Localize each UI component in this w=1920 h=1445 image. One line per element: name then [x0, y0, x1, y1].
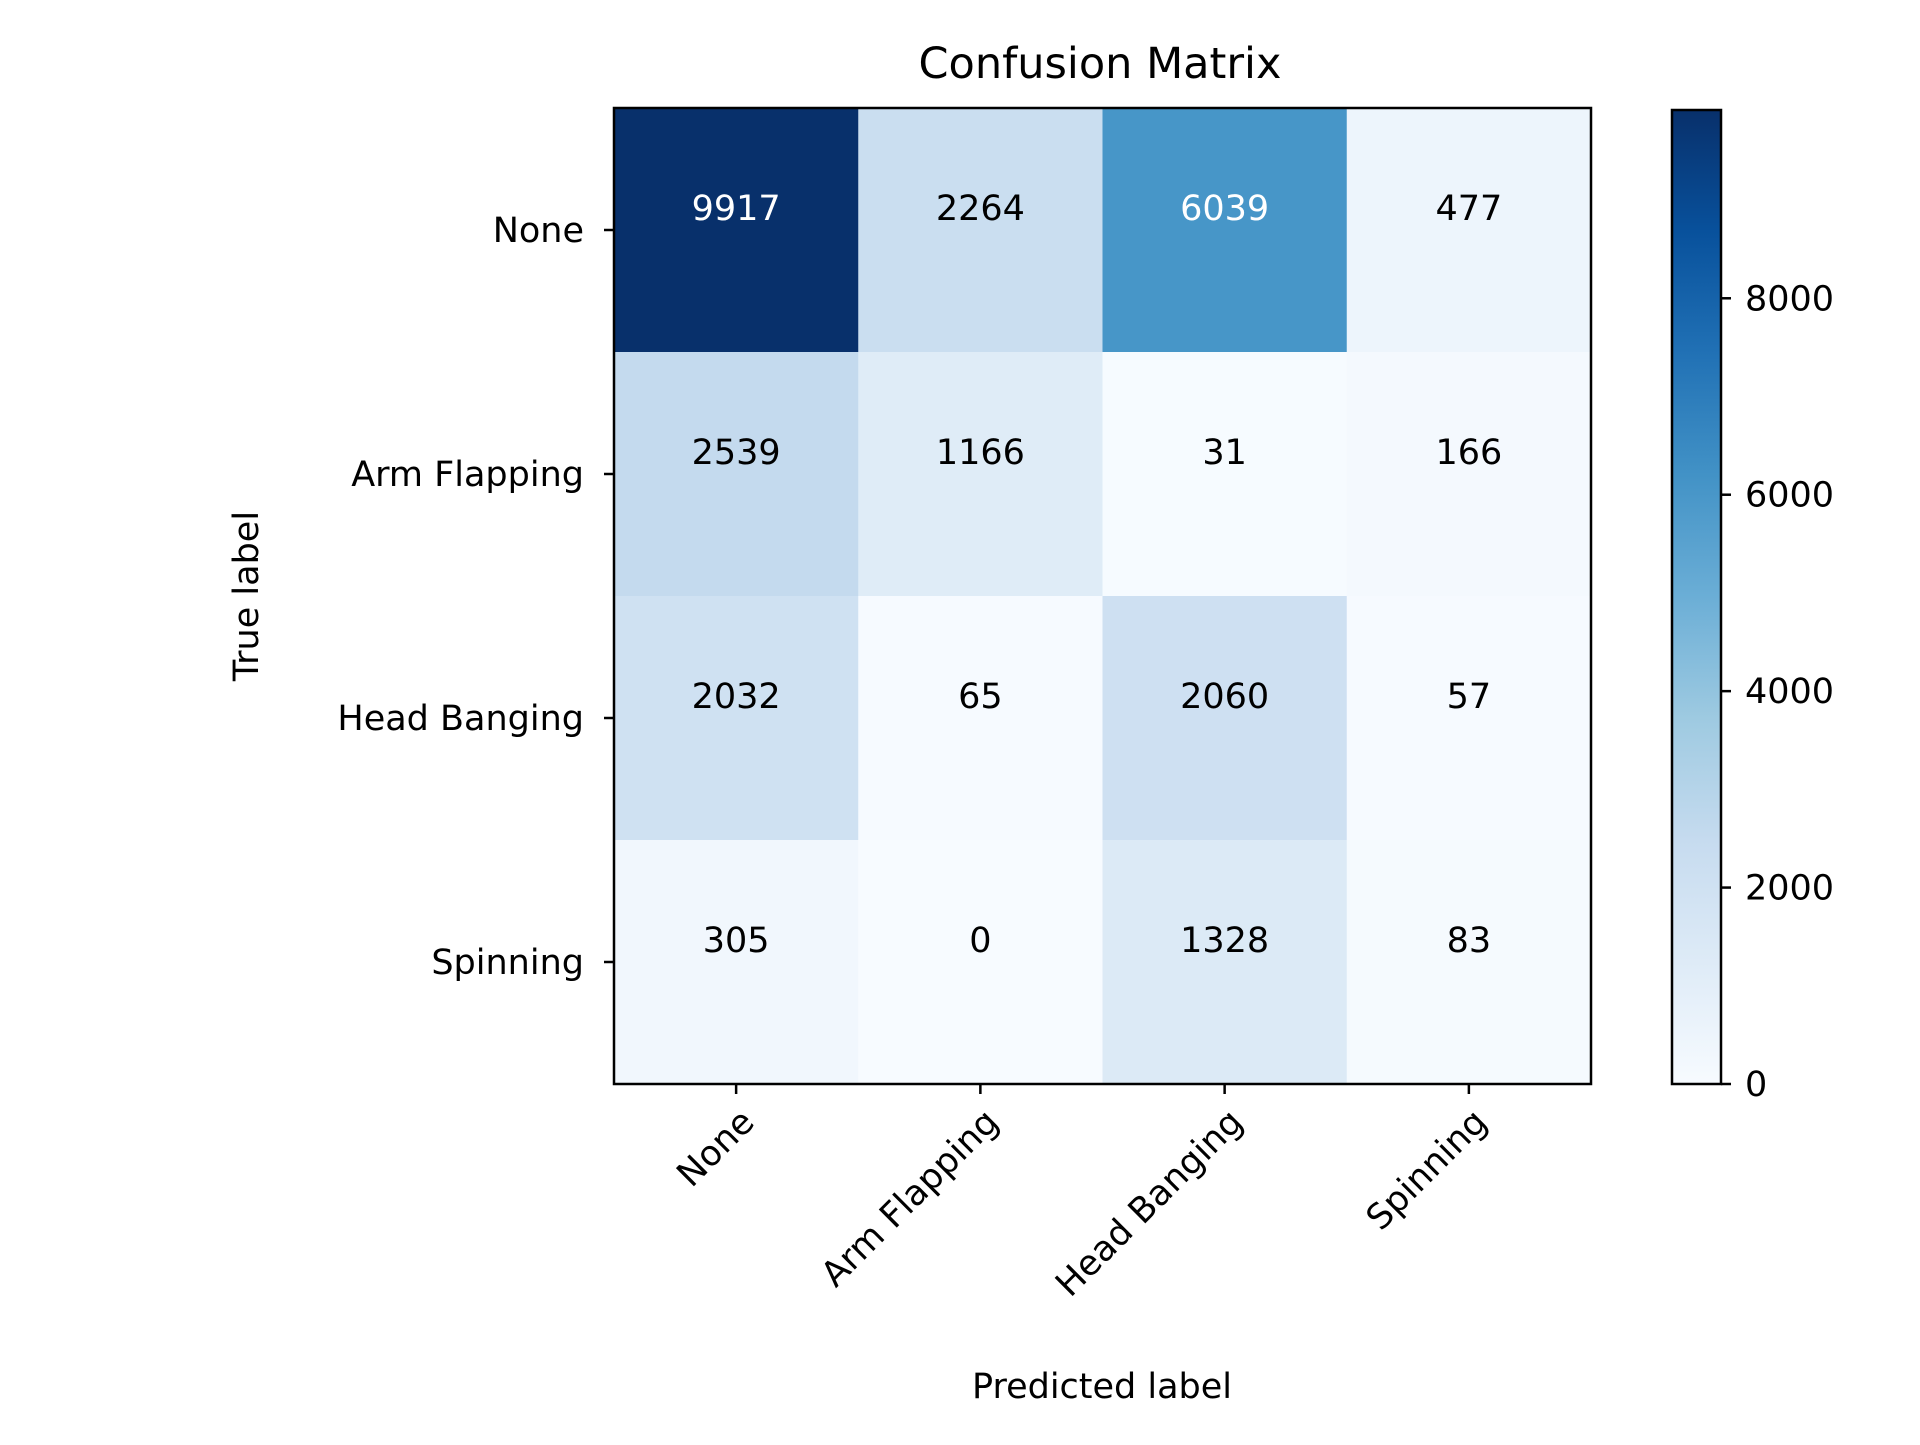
y-axis-label: True label [227, 511, 267, 682]
heatmap-cell [614, 352, 859, 597]
colorbar-tick-label: 2000 [1745, 869, 1834, 909]
cell-value-label: 0 [969, 921, 991, 961]
heatmap-cell [1102, 840, 1348, 1085]
cell-value-label: 305 [703, 921, 770, 961]
colorbar-tick-label: 0 [1745, 1065, 1767, 1105]
heatmap-cell [858, 596, 1103, 841]
colorbar-tick-label: 6000 [1745, 476, 1834, 516]
cell-value-label: 57 [1447, 677, 1492, 717]
y-tick-label: Spinning [431, 943, 584, 983]
heatmap-cell [1102, 108, 1348, 353]
heatmap-cell [1102, 596, 1348, 841]
cell-value-label: 1328 [1180, 921, 1269, 961]
cell-value-label: 65 [958, 677, 1003, 717]
heatmap-cell [858, 108, 1103, 353]
cell-value-label: 477 [1435, 189, 1502, 229]
cell-value-label: 83 [1447, 921, 1492, 961]
cell-value-label: 9917 [692, 189, 781, 229]
heatmap-cells [614, 108, 1592, 1085]
chart-title: Confusion Matrix [919, 39, 1282, 89]
x-axis-label: Predicted label [972, 1367, 1232, 1407]
x-tick-label: Head Banging [1048, 1102, 1251, 1305]
cell-value-label: 6039 [1180, 189, 1269, 229]
x-axis-ticks: None Arm Flapping Head Banging Spinning [670, 1084, 1495, 1305]
heatmap-cell [858, 840, 1103, 1085]
colorbar-tick-label: 4000 [1745, 672, 1834, 712]
x-tick-label: Spinning [1359, 1102, 1495, 1238]
heatmap-cell [1346, 840, 1592, 1085]
cell-value-label: 2539 [692, 433, 781, 473]
y-tick-label: None [493, 211, 584, 251]
x-tick-label: None [670, 1102, 763, 1195]
heatmap-cell [1346, 596, 1592, 841]
cell-value-label: 1166 [936, 433, 1025, 473]
heatmap-cell [614, 840, 859, 1085]
cell-value-labels: 9917 2264 6039 477 2539 1166 31 166 2032 65 2060 57… [692, 189, 1503, 961]
cell-value-label: 31 [1202, 433, 1247, 473]
colorbar-ticks: 0 2000 4000 6000 8000 [1721, 279, 1834, 1105]
cell-value-label: 2060 [1180, 677, 1269, 717]
heatmap-cell [1346, 108, 1592, 353]
cell-value-label: 166 [1435, 433, 1502, 473]
plot-frame [612, 106, 1593, 1086]
heatmap-cell [1102, 352, 1348, 597]
y-axis-ticks: None Arm Flapping Head Banging Spinning [337, 211, 614, 983]
heatmap-cell [614, 108, 859, 353]
heatmap-cell [1346, 352, 1592, 597]
colorbar [1670, 108, 1723, 1086]
y-tick-label: Head Banging [337, 699, 584, 739]
cell-value-label: 2264 [936, 189, 1025, 229]
colorbar-tick-label: 8000 [1745, 279, 1834, 319]
x-tick-label: Arm Flapping [814, 1102, 1007, 1295]
heatmap-cell [614, 596, 859, 841]
cell-value-label: 2032 [692, 677, 781, 717]
y-tick-label: Arm Flapping [351, 455, 584, 495]
heatmap-cell [858, 352, 1103, 597]
